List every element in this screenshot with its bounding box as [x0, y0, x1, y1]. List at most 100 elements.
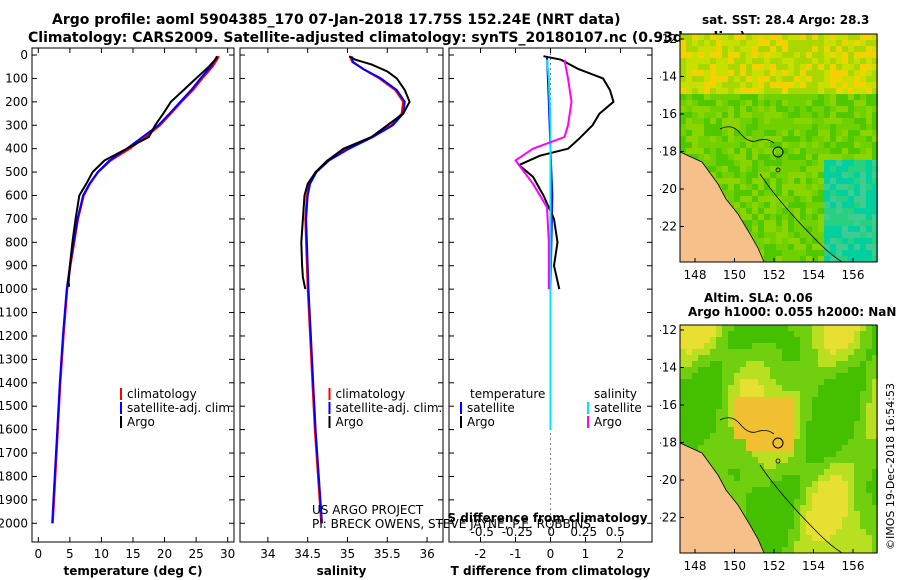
x-tick-label: 5 [66, 547, 74, 561]
x-tick-label: 0 [547, 547, 555, 561]
map-y-tick-label: -16 [660, 107, 677, 121]
x2-tick-label: -0.25 [502, 525, 533, 539]
map-frame [679, 33, 878, 263]
x2-tick-label: -0.5 [471, 525, 494, 539]
x2-tick-label: 0 [547, 525, 555, 539]
map-y-tick-label: -14 [660, 361, 677, 375]
panel-frame-salinity [239, 47, 444, 543]
shelf-contour [759, 464, 843, 554]
reef-contour [719, 126, 775, 144]
depth-tick-label: 1200 [0, 329, 28, 343]
x-tick-label: 2 [617, 547, 625, 561]
depth-tick-label: 1600 [0, 423, 28, 437]
reef-contour [775, 167, 781, 173]
map-panels: sat. SST: 28.4 Argo: 28.3 148 150 152 154 15… [660, 13, 896, 573]
timestamp-text: ©IMOS 19-Dec-2018 16:54:53 [884, 383, 897, 550]
map-x-tick-label: 148 [684, 559, 707, 573]
argo-location-marker [772, 437, 784, 449]
x-tick-label: 10 [94, 547, 109, 561]
series-argo [300, 55, 411, 290]
map-x-tick-label: 150 [723, 559, 746, 573]
map-x-tick-label: 156 [842, 268, 865, 282]
legend-title: salinity [594, 387, 637, 401]
legend-entry: climatology [127, 387, 197, 401]
depth-tick-label: 1500 [0, 399, 28, 413]
map-y-tick-label: -14 [660, 70, 677, 84]
panel-frame-temperature [31, 47, 235, 543]
reef-contour [719, 417, 775, 435]
x-axis-label: temperature (deg C) [64, 564, 203, 578]
depth-tick-label: 800 [5, 235, 28, 249]
map-top-title: sat. SST: 28.4 Argo: 28.3 [702, 13, 869, 27]
legend-entry: Argo [127, 415, 155, 429]
depth-tick-label: 200 [5, 95, 28, 109]
map-x-tick-label: 156 [842, 559, 865, 573]
map-x-tick-label: 148 [684, 268, 707, 282]
legend-entry: satellite [467, 401, 515, 415]
depth-tick-label: 1300 [0, 352, 28, 366]
series-climatology [304, 55, 405, 524]
plot-title-line2: Climatology: CARS2009. Satellite-adjuste… [28, 30, 746, 46]
x2-tick-label: 0.5 [606, 525, 625, 539]
map-y-tick-label: -22 [660, 511, 677, 525]
map-y-tick-label: -16 [660, 398, 677, 412]
legend-entry: satellite-adj. clim. [127, 401, 234, 415]
legend-entry: Argo [336, 415, 364, 429]
legend-entry: satellite [594, 401, 642, 415]
depth-tick-label: 1800 [0, 469, 28, 483]
legend-entry: Argo [594, 415, 622, 429]
map-y-tick-label: -12 [660, 32, 677, 46]
reef-contour [775, 458, 781, 464]
map-x-tick-label: 154 [802, 559, 825, 573]
credits-line2: PI: BRECK OWENS, STEVE JAYNE, P.E. ROBBI… [312, 517, 591, 531]
x-axis-label: salinity [317, 564, 367, 578]
credits-line1: US ARGO PROJECT [312, 503, 424, 517]
x-tick-label: 0 [34, 547, 42, 561]
depth-tick-label: 1700 [0, 446, 28, 460]
series-t-argo [518, 55, 615, 290]
depth-tick-label: 300 [5, 118, 28, 132]
depth-tick-label: 2000 [0, 516, 28, 530]
depth-tick-label: 900 [5, 259, 28, 273]
argo-location-marker [772, 146, 784, 158]
map-bottom-title1: Altim. SLA: 0.06 [704, 291, 813, 305]
map-y-tick-label: -12 [660, 323, 677, 337]
legend-title: temperature [470, 387, 545, 401]
x-tick-label: -2 [475, 547, 487, 561]
plot-title-line1: Argo profile: aoml 5904385_170 07-Jan-20… [52, 12, 621, 28]
depth-tick-label: 400 [5, 142, 28, 156]
x-tick-label: 30 [220, 547, 235, 561]
profile-charts: 0100200300400500600700800900100011001200… [0, 47, 653, 578]
map-x-tick-label: 152 [763, 559, 786, 573]
x-tick-label: 20 [157, 547, 172, 561]
legend-entry: climatology [336, 387, 406, 401]
x-tick-label: 1 [582, 547, 590, 561]
map-y-tick-label: -18 [660, 436, 677, 450]
shelf-contour [759, 173, 843, 263]
depth-tick-label: 1000 [0, 282, 28, 296]
series-satellite-adj-clim- [305, 55, 406, 524]
map-x-tick-label: 152 [763, 268, 786, 282]
x2-tick-label: 0.25 [570, 525, 597, 539]
x-tick-label: 35.5 [374, 547, 401, 561]
map-bottom-title2: Argo h1000: 0.055 h2000: NaN [688, 305, 896, 319]
temperature-panel: 0 5 10 15 20 25 30 temperature (deg C) climatolo… [31, 47, 235, 578]
legend-entry: satellite-adj. clim. [336, 401, 443, 415]
map-y-tick-label: -18 [660, 145, 677, 159]
x-tick-label: 35 [340, 547, 355, 561]
map-y-tick-label: -22 [660, 220, 677, 234]
depth-tick-label: 1100 [0, 306, 28, 320]
x-tick-label: 36 [419, 547, 434, 561]
sla-map: 148 150 152 154 156 -12 -14 -16 -18 -20 -22 [660, 323, 878, 573]
map-y-tick-label: -20 [660, 473, 677, 487]
map-x-tick-label: 150 [723, 268, 746, 282]
depth-tick-label: 1400 [0, 376, 28, 390]
series-argo [67, 55, 218, 287]
x-tick-label: 34 [260, 547, 275, 561]
salinity-panel: 34 34.5 35 35.5 36 salinity climatologysatelli… [239, 47, 444, 578]
x2-axis-label: S difference from climatology [447, 511, 647, 525]
depth-tick-label: 700 [5, 212, 28, 226]
map-frame [679, 324, 878, 554]
x-tick-label: 25 [188, 547, 203, 561]
depth-tick-label: 100 [5, 71, 28, 85]
